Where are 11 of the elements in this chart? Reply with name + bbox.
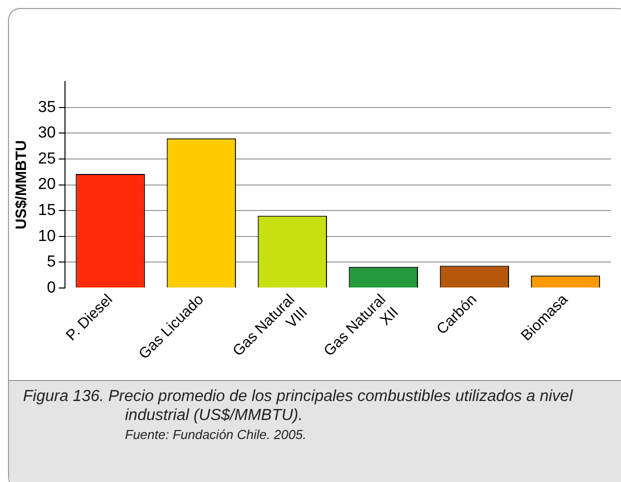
text: Figura 136. Precio promedio de los principales combustibles utilizados a nivel industrial (US$/MMBTU).: [23, 387, 574, 425]
y-tick-label: 5: [46, 254, 56, 271]
y-tick-label: 35: [38, 98, 56, 116]
y-tick-label: 15: [38, 202, 56, 219]
y-tick-label: 25: [38, 150, 56, 168]
y-axis-title: US$/MMBTU: [13, 140, 30, 230]
y-tick-label: 0: [46, 279, 56, 296]
source-note: Fuente: Fundación Chile. 2005.: [124, 427, 308, 442]
y-tick-label: 20: [38, 176, 56, 194]
y-tick-label: 30: [38, 124, 56, 142]
y-tick-label: 10: [38, 228, 56, 245]
